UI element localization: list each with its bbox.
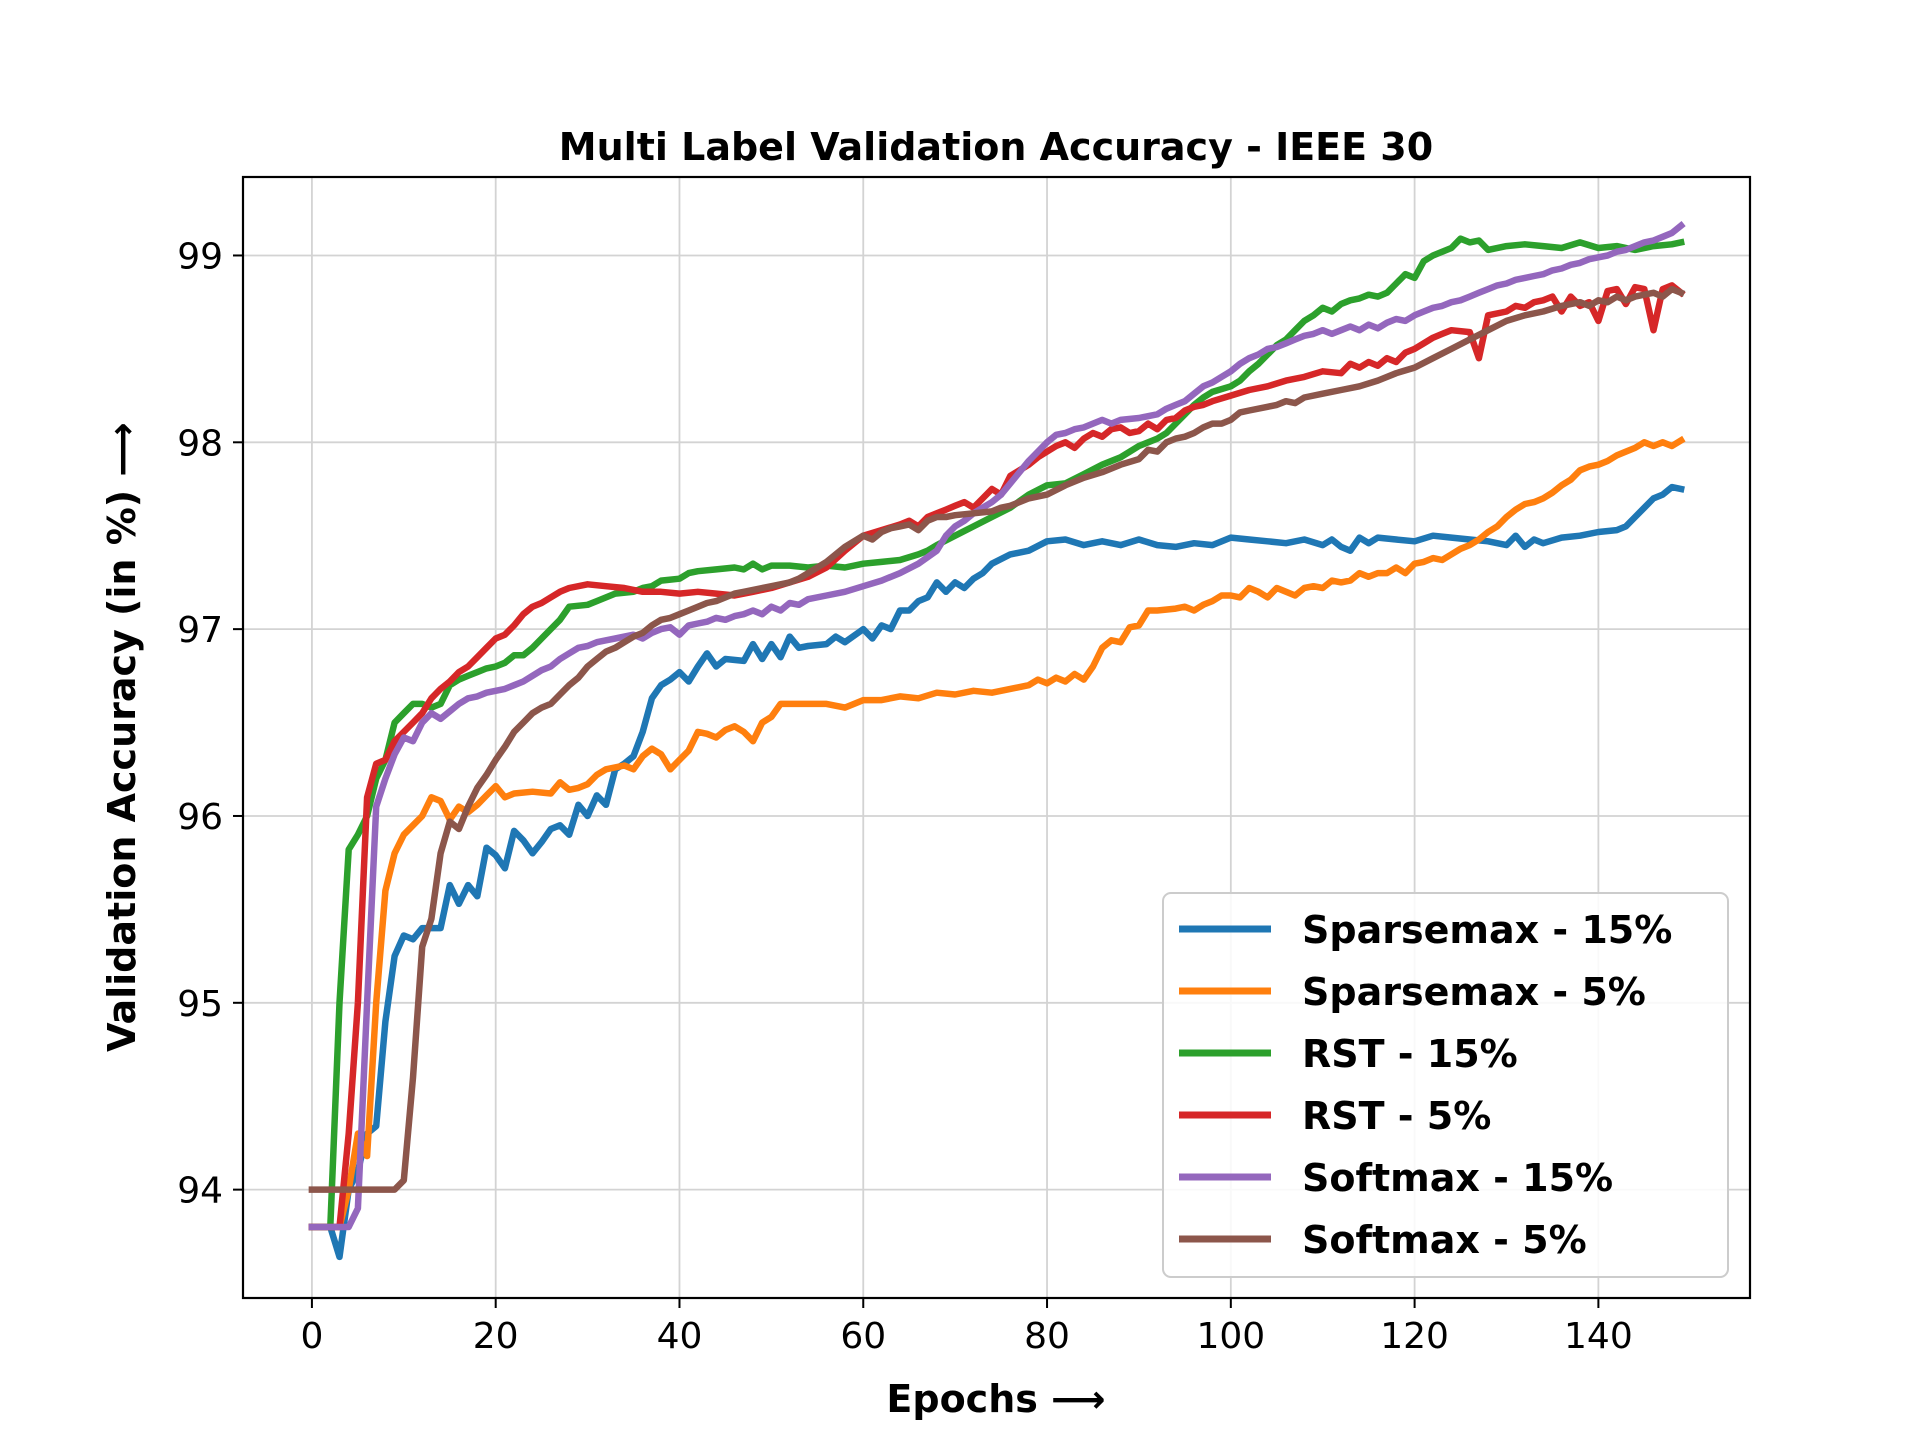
y-tick-label: 97 bbox=[177, 610, 223, 651]
x-tick-label: 20 bbox=[473, 1316, 519, 1357]
legend: Sparsemax - 15% Sparsemax - 5% RST - 15% RS… bbox=[1162, 892, 1729, 1278]
y-tick-label: 94 bbox=[177, 1171, 223, 1212]
x-tick-label: 60 bbox=[840, 1316, 886, 1357]
legend-label-sparsemax-5: Sparsemax - 5% bbox=[1302, 970, 1646, 1014]
legend-label-rst-15: RST - 15% bbox=[1302, 1032, 1518, 1076]
series-line-rst-15 bbox=[308, 235, 1685, 1231]
series-line-sparsemax-15 bbox=[308, 483, 1685, 1261]
y-tick-label: 95 bbox=[177, 984, 223, 1025]
x-axis-title: Epochs ⟶ bbox=[886, 1377, 1105, 1421]
legend-label-sparsemax-15: Sparsemax - 15% bbox=[1302, 908, 1672, 952]
series-line-sparsemax-5 bbox=[308, 435, 1686, 1231]
series-line-softmax-5 bbox=[308, 285, 1686, 1193]
legend-label-softmax-5: Softmax - 5% bbox=[1302, 1218, 1587, 1262]
y-tick-label: 98 bbox=[177, 423, 223, 464]
x-tick-label: 100 bbox=[1196, 1316, 1265, 1357]
legend-label-softmax-15: Softmax - 15% bbox=[1302, 1156, 1613, 1200]
y-axis-title: Validation Accuracy (in %) ⟶ bbox=[100, 422, 144, 1052]
series-line-rst-5 bbox=[308, 282, 1686, 1231]
chart-title: Multi Label Validation Accuracy - IEEE 3… bbox=[559, 125, 1433, 169]
y-tick-label: 99 bbox=[177, 236, 223, 277]
x-tick-label: 0 bbox=[300, 1316, 323, 1357]
x-tick-label: 120 bbox=[1380, 1316, 1449, 1357]
axis-ticks: 0 20 40 60 80 100 120 140 94 95 96 97 98 99 bbox=[177, 236, 1633, 1357]
x-tick-label: 80 bbox=[1024, 1316, 1070, 1357]
series-line-softmax-15 bbox=[308, 221, 1686, 1231]
x-tick-label: 140 bbox=[1564, 1316, 1633, 1357]
y-tick-label: 96 bbox=[177, 797, 223, 838]
legend-label-rst-5: RST - 5% bbox=[1302, 1094, 1491, 1138]
legend-box bbox=[1162, 892, 1729, 1278]
x-tick-label: 40 bbox=[657, 1316, 703, 1357]
plot-frame bbox=[241, 175, 1752, 1300]
series-lines bbox=[308, 221, 1686, 1261]
